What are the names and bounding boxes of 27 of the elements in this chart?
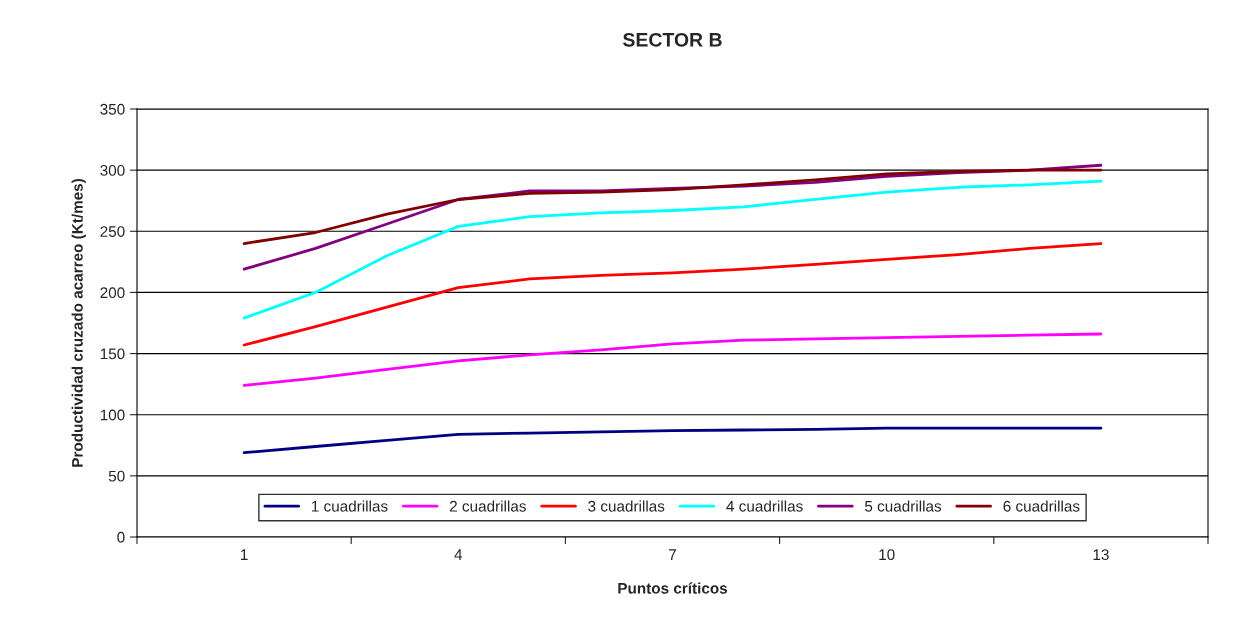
x-tick-label: 4 bbox=[454, 549, 463, 560]
legend-label: 5 cuadrillas bbox=[864, 500, 942, 512]
x-tick-label: 7 bbox=[669, 549, 676, 560]
x-tick-label: 10 bbox=[879, 549, 895, 561]
y-tick-label: 50 bbox=[108, 470, 125, 482]
legend-label: 6 cuadrillas bbox=[1003, 500, 1080, 512]
legend-label: 3 cuadrillas bbox=[588, 500, 665, 512]
x-tick-label: 13 bbox=[1093, 549, 1109, 561]
line-series bbox=[242, 179, 1103, 320]
y-tick-label: 300 bbox=[100, 165, 125, 176]
y-tick-label: 150 bbox=[100, 348, 125, 360]
y-tick-label: 0 bbox=[117, 531, 125, 543]
line-series bbox=[242, 242, 1103, 347]
x-tick-label: 1 bbox=[241, 549, 248, 560]
y-tick-label: 250 bbox=[100, 226, 125, 237]
legend-label: 4 cuadrillas bbox=[726, 500, 803, 512]
line-series bbox=[242, 426, 1103, 455]
y-tick-label: 350 bbox=[100, 103, 125, 115]
line-series bbox=[242, 332, 1103, 387]
y-axis-title: Productividad cruzado acarreo (Kt/mes) bbox=[71, 179, 86, 467]
x-axis-title: Puntos críticos bbox=[618, 582, 728, 594]
line-series bbox=[242, 168, 1103, 245]
legend-label: 1 cuadrillas bbox=[311, 500, 388, 512]
y-tick-label: 200 bbox=[100, 287, 125, 299]
y-tick-label: 100 bbox=[100, 409, 125, 421]
chart-title: SECTOR B bbox=[622, 32, 722, 47]
legend-label: 2 cuadrillas bbox=[449, 500, 526, 512]
